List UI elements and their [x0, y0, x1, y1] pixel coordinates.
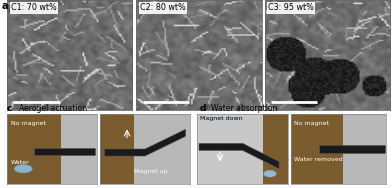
Text: Water: Water	[11, 160, 29, 164]
Text: C1: 70 wt%: C1: 70 wt%	[11, 3, 56, 12]
Text: C3: 95 wt%: C3: 95 wt%	[269, 3, 314, 12]
Ellipse shape	[14, 164, 32, 173]
Ellipse shape	[263, 170, 276, 177]
Text: d: d	[199, 104, 205, 113]
Polygon shape	[34, 148, 94, 155]
Text: C2: 80 wt%: C2: 80 wt%	[140, 3, 186, 12]
Text: Water absorption: Water absorption	[211, 104, 277, 113]
Bar	[263, 114, 288, 184]
Text: Magnet up: Magnet up	[134, 169, 168, 174]
Text: No magnet: No magnet	[294, 121, 329, 126]
Polygon shape	[104, 129, 186, 156]
Bar	[343, 114, 386, 184]
Polygon shape	[199, 143, 279, 169]
Bar	[291, 114, 343, 184]
Text: a: a	[1, 1, 8, 11]
Text: Aerogel actuation: Aerogel actuation	[19, 104, 87, 113]
Bar	[61, 114, 97, 184]
Polygon shape	[319, 146, 385, 152]
Text: Magnet down: Magnet down	[200, 116, 243, 121]
Text: Water removed: Water removed	[294, 158, 342, 162]
Bar	[7, 114, 61, 184]
Bar	[134, 114, 190, 184]
Text: No magnet: No magnet	[11, 121, 45, 126]
Bar	[100, 114, 134, 184]
Text: c: c	[7, 104, 13, 113]
